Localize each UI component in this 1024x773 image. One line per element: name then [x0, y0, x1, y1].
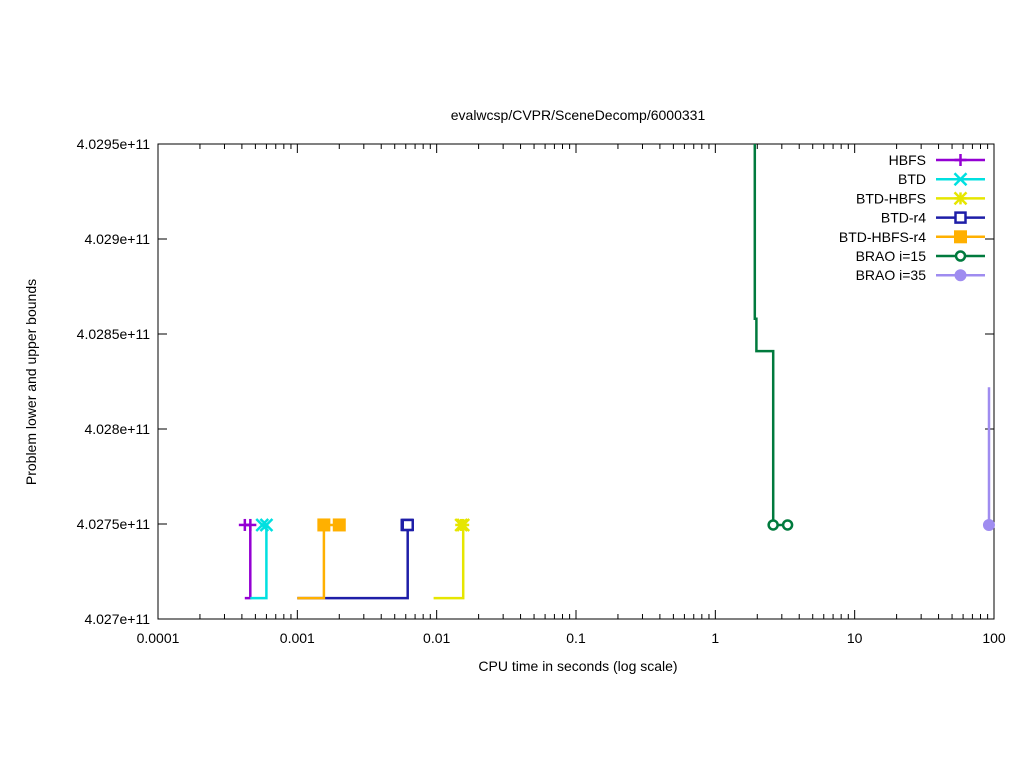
legend-label: BRAO i=35: [856, 267, 927, 283]
legend-label: BTD-r4: [881, 210, 926, 226]
legend-marker: [954, 269, 967, 282]
y-tick-label: 4.0295e+11: [77, 136, 151, 152]
x-axis-label: CPU time in seconds (log scale): [478, 658, 677, 674]
series-line: [244, 523, 252, 600]
y-axis: 4.027e+11 4.0275e+11 4.028e+11 4.0285e+11 4.…: [77, 136, 994, 627]
legend-item: BTD-HBFS-r4: [839, 229, 985, 245]
data-point: [244, 518, 257, 531]
data-point: [259, 518, 274, 532]
legend: HBFS BTD BTD-HBFS BTD-r4 BTD-HBFS-r4 BRAO i=1…: [839, 152, 985, 283]
plot-frame: [157, 143, 995, 620]
series-btd-hbfs: [433, 518, 471, 600]
legend-item: BTD: [898, 171, 985, 187]
legend-marker: [954, 211, 967, 224]
y-tick-label: 4.028e+11: [84, 421, 150, 437]
legend-label: BRAO i=15: [856, 248, 927, 264]
legend-label: BTD: [898, 171, 926, 187]
x-tick-label: 0.001: [280, 630, 315, 646]
series-line: [433, 523, 465, 600]
y-tick-label: 4.0285e+11: [77, 326, 151, 342]
legend-marker: [954, 230, 967, 244]
x-tick-label: 100: [982, 630, 1006, 646]
data-point: [781, 519, 794, 531]
series-line: [297, 523, 340, 600]
data-point: [767, 519, 779, 531]
x-tick-label: 0.01: [423, 630, 450, 646]
series-brao-i-15: [753, 144, 794, 531]
x-tick-label: 0.1: [566, 630, 586, 646]
legend-item: BRAO i=15: [856, 248, 985, 264]
y-tick-label: 4.0275e+11: [77, 516, 151, 532]
data-point: [456, 518, 471, 532]
series-btd: [250, 518, 274, 600]
x-axis: 0.0001 0.001 0.01 0.1 1 10 100: [137, 144, 1006, 646]
legend-item: BRAO i=35: [856, 267, 985, 283]
series-btd-hbfs-r4: [297, 518, 346, 600]
y-axis-label: Problem lower and upper bounds: [23, 279, 39, 485]
y-tick-label: 4.029e+11: [84, 231, 150, 247]
data-point: [255, 518, 270, 532]
y-tick-label: 4.027e+11: [84, 611, 150, 627]
chart-title: evalwcsp/CVPR/SceneDecomp/6000331: [451, 107, 706, 123]
series-brao-i-35: [982, 387, 995, 531]
data-point: [317, 518, 331, 532]
legend-label: BTD-HBFS: [856, 190, 926, 206]
legend-item: BTD-r4: [881, 210, 985, 226]
series-line: [753, 144, 788, 527]
legend-marker: [954, 154, 967, 166]
legend-marker: [954, 250, 967, 262]
series-line: [250, 523, 268, 600]
legend-label: BTD-HBFS-r4: [839, 229, 926, 245]
series-btd-r4: [297, 518, 414, 600]
data-point: [401, 518, 414, 532]
legend-item: HBFS: [889, 152, 985, 168]
series-line: [297, 525, 409, 600]
x-tick-label: 1: [711, 630, 719, 646]
data-point: [332, 518, 346, 532]
legend-marker: [953, 172, 968, 187]
legend-item: BTD-HBFS: [856, 190, 985, 206]
legend-label: HBFS: [889, 152, 926, 168]
legend-marker: [953, 191, 968, 206]
x-tick-label: 10: [847, 630, 863, 646]
series-layer: [238, 144, 995, 600]
data-point: [982, 518, 995, 531]
series-hbfs: [238, 518, 257, 600]
x-tick-label: 0.0001: [137, 630, 180, 646]
